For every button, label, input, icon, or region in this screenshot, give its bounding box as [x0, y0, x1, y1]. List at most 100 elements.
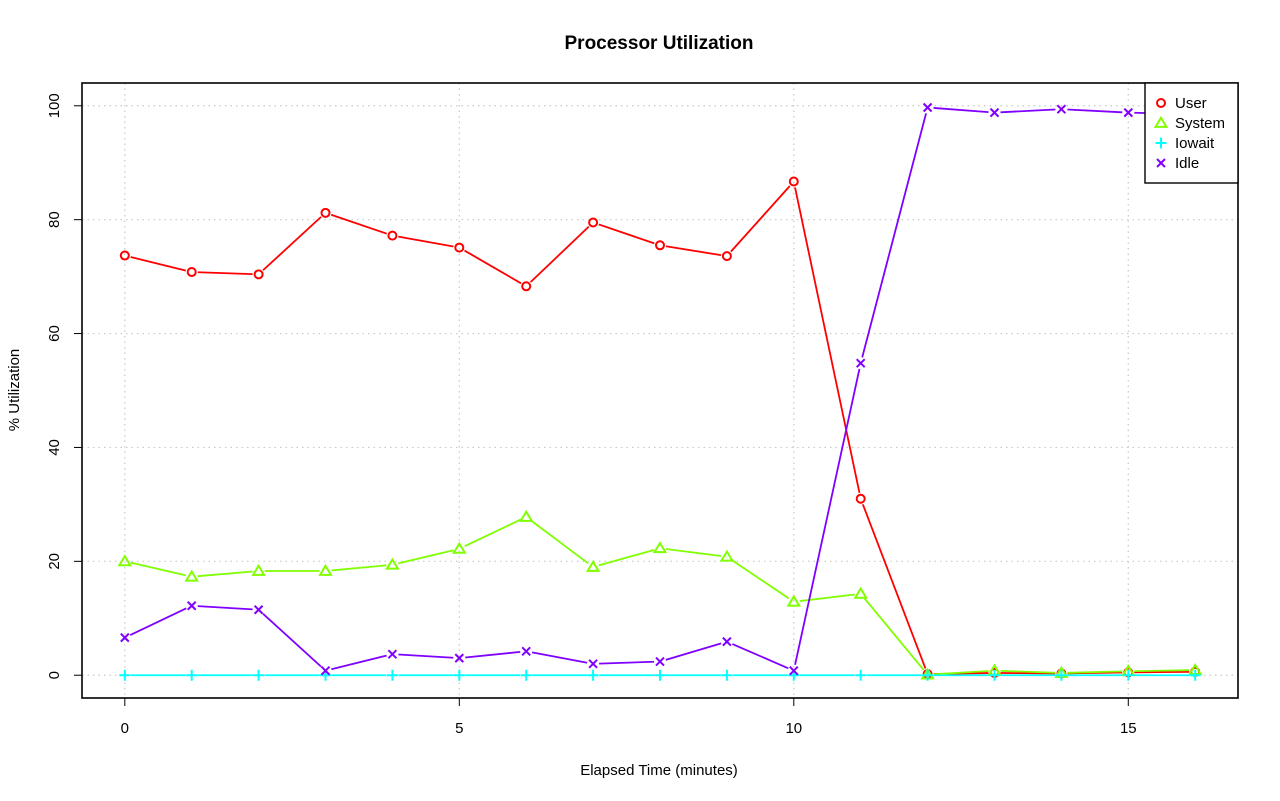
chart-title: Processor Utilization [565, 33, 754, 54]
y-axis-label: % Utilization [6, 349, 23, 432]
series-line-segment [129, 607, 187, 636]
data-point [655, 240, 665, 251]
data-point [117, 554, 133, 567]
data-point [520, 669, 532, 681]
data-point [652, 541, 668, 554]
data-point [853, 586, 868, 599]
series-line-segment [529, 226, 590, 283]
legend-item-user: User [1156, 95, 1207, 112]
data-point [119, 250, 130, 261]
series-line-segment [799, 593, 855, 602]
data-point [120, 632, 130, 643]
x-tick-label: 0 [121, 720, 129, 737]
series-line-segment [331, 654, 387, 671]
series-line-segment [464, 249, 522, 285]
legend-label: Idle [1175, 155, 1199, 172]
data-point [1123, 107, 1133, 118]
x-tick-label: 10 [785, 720, 802, 737]
data-point [855, 493, 866, 504]
data-point [452, 541, 467, 554]
legend-label: System [1175, 115, 1225, 132]
legend-marker [1153, 115, 1169, 128]
data-point [253, 269, 264, 280]
series-system [117, 509, 1203, 680]
legend-marker [1156, 158, 1166, 168]
data-point [186, 267, 197, 278]
series-line-segment [732, 643, 789, 670]
series-line-segment [598, 548, 655, 567]
series-line-segment [861, 503, 927, 669]
data-point [855, 358, 866, 368]
data-point [588, 659, 598, 669]
data-point [654, 669, 666, 681]
data-point [518, 509, 534, 522]
data-point [922, 669, 934, 681]
series-line-segment [465, 651, 521, 659]
series-line-segment [330, 213, 388, 235]
series-line-segment [331, 564, 387, 572]
data-point [119, 669, 131, 681]
y-tick-label: 80 [46, 211, 63, 228]
series-line-segment [398, 653, 454, 659]
series-line-segment [665, 548, 722, 557]
data-point [320, 207, 331, 218]
series-line-segment [794, 187, 861, 494]
series-line-segment [197, 271, 253, 276]
series-line-segment [794, 368, 861, 665]
y-axis: 0 20 40 60 80 100 [46, 93, 83, 679]
data-point [988, 669, 1000, 681]
data-point [253, 669, 265, 681]
series-line-segment [1067, 108, 1123, 114]
series-line-segment [398, 235, 454, 248]
data-point [588, 217, 599, 228]
series-line-segment [731, 559, 790, 600]
series-line-segment [665, 642, 722, 661]
series-line-segment [262, 216, 322, 271]
series-line-segment [1000, 669, 1056, 674]
legend-item-idle: Idle [1156, 155, 1199, 172]
data-point [318, 563, 333, 576]
series-line-segment [665, 245, 722, 257]
data-point [320, 665, 331, 676]
series-line-segment [197, 570, 253, 578]
series-line-segment [1067, 670, 1123, 674]
series-line-segment [598, 223, 655, 245]
series-iowait [119, 669, 1201, 681]
x-tick-label: 5 [455, 720, 463, 737]
data-point [922, 102, 933, 113]
data-point [1056, 104, 1067, 114]
legend-item-iowait: Iowait [1155, 135, 1215, 152]
series-line-segment [262, 613, 322, 668]
legend: User System Iowait Idle [1144, 82, 1239, 184]
data-point [719, 549, 735, 562]
data-point [386, 669, 398, 681]
data-point [184, 569, 199, 582]
data-point [587, 669, 599, 681]
series-line-segment [861, 113, 927, 358]
series-line-segment [530, 519, 589, 565]
x-axis-label: Elapsed Time (minutes) [580, 762, 738, 779]
series-line-segment [130, 561, 187, 577]
x-tick-label: 15 [1120, 720, 1137, 737]
data-point [786, 594, 802, 607]
series-line-segment [1000, 108, 1056, 114]
series-line-segment [933, 107, 989, 114]
data-point [1055, 669, 1067, 681]
series-line-segment [1134, 669, 1190, 673]
data-point [385, 557, 400, 570]
series-line-segment [130, 256, 187, 272]
legend-item-system: System [1153, 115, 1225, 132]
data-point [251, 563, 266, 576]
data-point [1189, 669, 1201, 681]
data-point [989, 107, 1000, 118]
series-line-segment [531, 651, 588, 664]
series-line-segment [863, 597, 925, 671]
series-user [119, 176, 1201, 680]
series-line-segment [730, 185, 791, 253]
data-point [186, 669, 198, 681]
data-point [253, 605, 264, 615]
data-point [655, 656, 665, 667]
y-tick-label: 20 [46, 553, 63, 570]
data-point [387, 649, 398, 659]
